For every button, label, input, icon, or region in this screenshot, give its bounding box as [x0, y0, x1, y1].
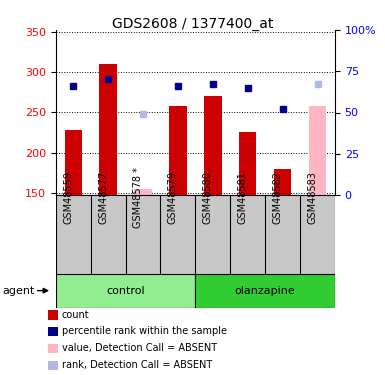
- Text: value, Detection Call = ABSENT: value, Detection Call = ABSENT: [62, 344, 217, 353]
- Text: olanzapine: olanzapine: [235, 286, 296, 296]
- Text: GSM48581: GSM48581: [238, 171, 248, 224]
- Bar: [309, 106, 326, 195]
- Text: GSM48559: GSM48559: [63, 171, 73, 224]
- Text: agent: agent: [2, 286, 34, 296]
- Bar: [204, 96, 221, 195]
- Bar: [195, 274, 335, 308]
- Bar: [56, 274, 195, 308]
- Text: GDS2608 / 1377400_at: GDS2608 / 1377400_at: [112, 17, 273, 31]
- Bar: [169, 106, 187, 195]
- Bar: [65, 130, 82, 195]
- Text: GSM48579: GSM48579: [168, 171, 178, 224]
- Text: GSM48580: GSM48580: [203, 171, 213, 224]
- Text: GSM48578 *: GSM48578 *: [133, 167, 143, 228]
- Text: percentile rank within the sample: percentile rank within the sample: [62, 327, 227, 336]
- Text: GSM48577: GSM48577: [98, 171, 108, 224]
- Bar: [239, 132, 256, 195]
- Text: control: control: [106, 286, 145, 296]
- Text: count: count: [62, 310, 89, 320]
- Text: GSM48583: GSM48583: [308, 171, 318, 224]
- Bar: [274, 169, 291, 195]
- Bar: [134, 189, 152, 195]
- Bar: [99, 64, 117, 195]
- Text: GSM48582: GSM48582: [273, 171, 283, 224]
- Text: rank, Detection Call = ABSENT: rank, Detection Call = ABSENT: [62, 360, 212, 370]
